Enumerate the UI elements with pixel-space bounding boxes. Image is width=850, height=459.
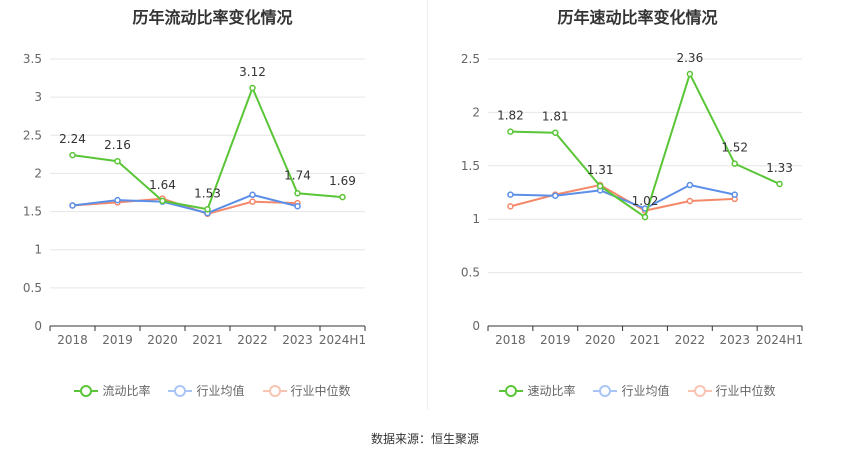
y-tick-label: 1 [472,212,480,226]
chart-title: 历年速动比率变化情况 [557,8,718,27]
legend: 速动比率 行业均值 行业中位数 [425,382,850,399]
legend-item-main[interactable]: 流动比率 [74,382,150,399]
series-line-2 [72,197,298,215]
legend-item-main[interactable]: 速动比率 [499,382,575,399]
data-point [641,213,649,221]
x-tick-label: 2021 [630,333,661,347]
x-tick-label: 2022 [237,333,268,347]
data-label: 1.82 [497,109,524,123]
x-tick-label: 2022 [675,333,706,347]
data-label: 1.33 [766,161,793,175]
data-point [339,193,346,201]
legend-swatch-avg [593,384,618,398]
series-line-2 [510,183,735,212]
data-source: 数据来源：恒生聚源 [370,432,479,446]
y-tick-label: 2 [472,105,480,119]
x-tick-label: 2023 [719,333,750,347]
y-tick-label: 1 [34,243,42,257]
data-point [686,197,694,205]
legend-label: 行业均值 [196,384,245,398]
data-label: 1.52 [721,141,748,155]
x-tick-label: 2020 [585,333,616,347]
data-point [294,202,301,210]
legend-label: 行业中位数 [290,384,351,398]
legend-swatch-median [262,384,287,398]
data-label: 1.74 [284,168,311,182]
legend-label: 速动比率 [527,384,576,398]
legend-label: 行业均值 [621,384,670,398]
data-point [249,191,256,199]
data-point [114,157,121,165]
y-tick-label: 0 [472,319,480,333]
series-line-1 [72,193,298,215]
data-point [731,160,738,167]
legend-swatch-median [687,384,712,398]
data-point [249,198,256,205]
data-point [294,190,301,197]
series-line-1 [510,183,735,210]
x-tick-label: 2018 [57,333,88,347]
legend-item-avg[interactable]: 行业均值 [593,382,670,399]
data-point [507,203,514,210]
y-tick-label: 1.5 [461,159,480,173]
data-point [776,180,783,188]
data-label: 1.64 [149,178,176,192]
data-point [552,129,559,136]
legend-item-median[interactable]: 行业中位数 [262,382,351,399]
x-tick-label: 2020 [147,333,178,347]
x-tick-label: 2021 [192,333,223,347]
y-tick-label: 2.5 [461,52,480,66]
legend-swatch-main [74,384,99,398]
data-label: 3.12 [239,65,266,79]
x-tick-label: 2019 [102,333,133,347]
legend-swatch-avg [168,384,193,398]
x-tick-label: 2024H1 [319,333,366,347]
data-label: 2.16 [104,138,131,152]
current-ratio-chart: 0 0.5 1 1.5 2 2.5 3 3.5 2018 2019 2020 2021 2022 2023… [23,52,366,347]
data-label: 1.02 [632,194,659,208]
data-label: 1.69 [329,174,356,188]
legend-label: 行业中位数 [715,384,776,398]
data-label: 2.36 [676,51,703,65]
data-point [731,191,738,198]
current-ratio-panel: 历年流动比率变化情况 0 0.5 1 1.5 2 2.5 3 3.5 2018 2019 2020 2… [0,0,425,420]
legend: 流动比率 行业均值 行业中位数 [0,382,425,399]
data-point [69,202,76,209]
y-tick-label: 3.5 [23,52,42,66]
legend-label: 流动比率 [102,384,151,398]
y-tick-label: 0.5 [461,266,480,280]
data-point [507,128,514,135]
x-tick-label: 2018 [495,333,526,347]
data-point [114,196,121,204]
y-tick-label: 0.5 [23,281,42,295]
legend-item-avg[interactable]: 行业均值 [168,382,245,399]
quick-ratio-panel: 历年速动比率变化情况 0 0.5 1 1.5 2 2.5 2018 2019 2020 2021 2… [425,0,850,420]
data-point [596,182,604,190]
data-point [686,181,694,189]
data-point [204,206,211,213]
data-label: 1.81 [542,110,569,124]
y-tick-label: 2.5 [23,128,42,142]
data-point [69,151,76,159]
y-tick-label: 1.5 [23,205,42,219]
panel-divider [427,0,428,410]
data-point [249,84,256,92]
legend-swatch-main [499,384,524,398]
data-label: 2.24 [59,132,86,146]
data-point [159,197,166,205]
data-point [686,70,694,78]
x-tick-label: 2023 [282,333,313,347]
data-point [552,192,559,199]
data-point [507,191,514,198]
y-tick-label: 2 [34,166,42,180]
legend-item-median[interactable]: 行业中位数 [687,382,776,399]
y-tick-label: 0 [34,319,42,333]
data-label: 1.53 [194,186,221,200]
x-tick-label: 2024H1 [756,333,803,347]
chart-title: 历年流动比率变化情况 [132,8,293,27]
x-tick-label: 2019 [540,333,571,347]
data-label: 1.31 [587,163,614,177]
y-tick-label: 3 [34,90,42,104]
